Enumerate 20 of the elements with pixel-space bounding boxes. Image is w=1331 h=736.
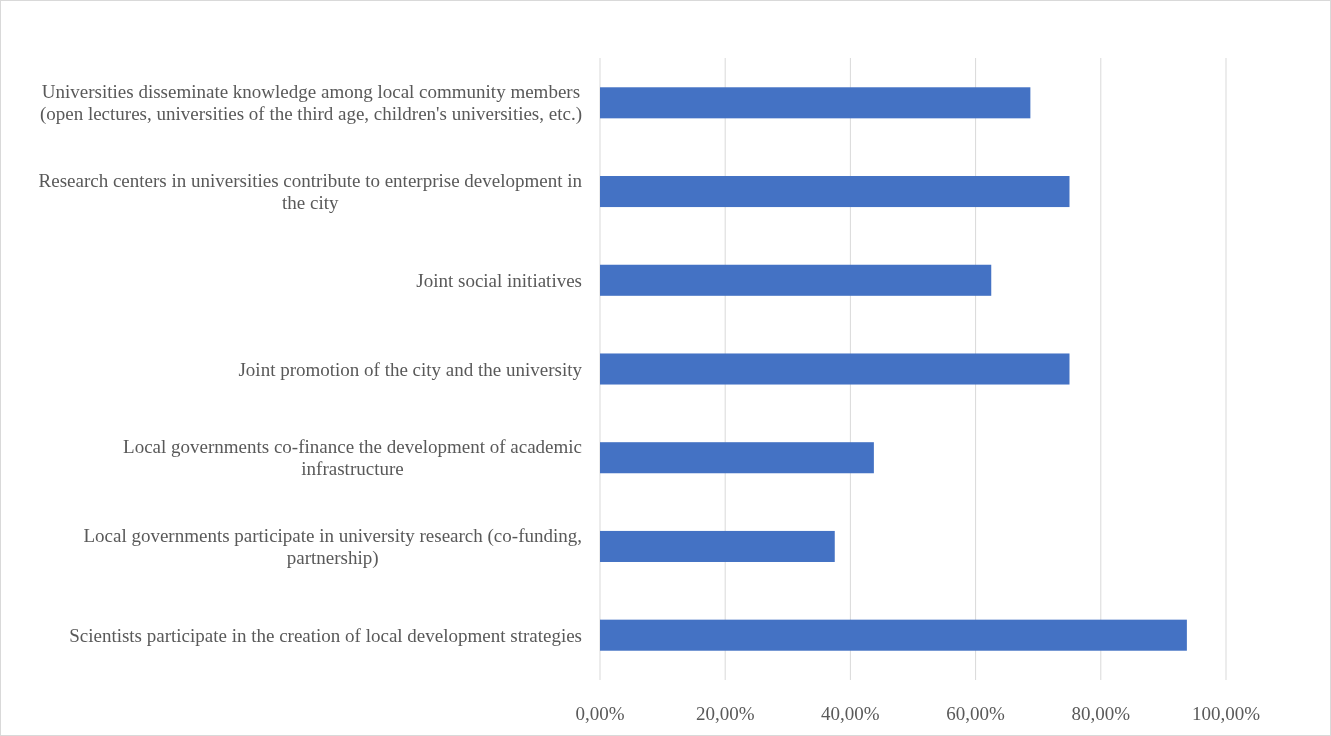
y-tick-label: Joint social initiatives [416, 269, 582, 291]
bar [600, 530, 835, 562]
y-tick-label: Local governments participate in university research (co-funding, partnership) [83, 525, 582, 570]
bar [600, 176, 1070, 208]
bar [600, 264, 992, 296]
y-tick-label: Research centers in universities contribute to enterprise development in the city [38, 170, 583, 214]
bar [600, 442, 874, 474]
y-tick-label: Joint promotion of the city and the university [238, 358, 583, 380]
x-tick-label: 80,00% [1071, 703, 1131, 724]
x-tick-label: 40,00% [821, 703, 880, 724]
y-tick-label: Scientists participate in the creation of local development strategies [69, 624, 582, 646]
x-tick-label: 20,00% [695, 703, 755, 724]
bar [600, 87, 1031, 119]
x-tick-label: 0,00% [575, 703, 625, 724]
y-tick-label: Universities disseminate knowledge among local community members (open lectures, universities of the third age, children's universities, etc.) [39, 81, 582, 126]
x-tick-label: 100,00% [1191, 703, 1261, 724]
y-tick-label: Local governments co-finance the development of academic infrastructure [123, 436, 582, 480]
bar [600, 353, 1070, 385]
x-tick-label: 60,00% [946, 703, 1006, 724]
bar [600, 619, 1187, 651]
